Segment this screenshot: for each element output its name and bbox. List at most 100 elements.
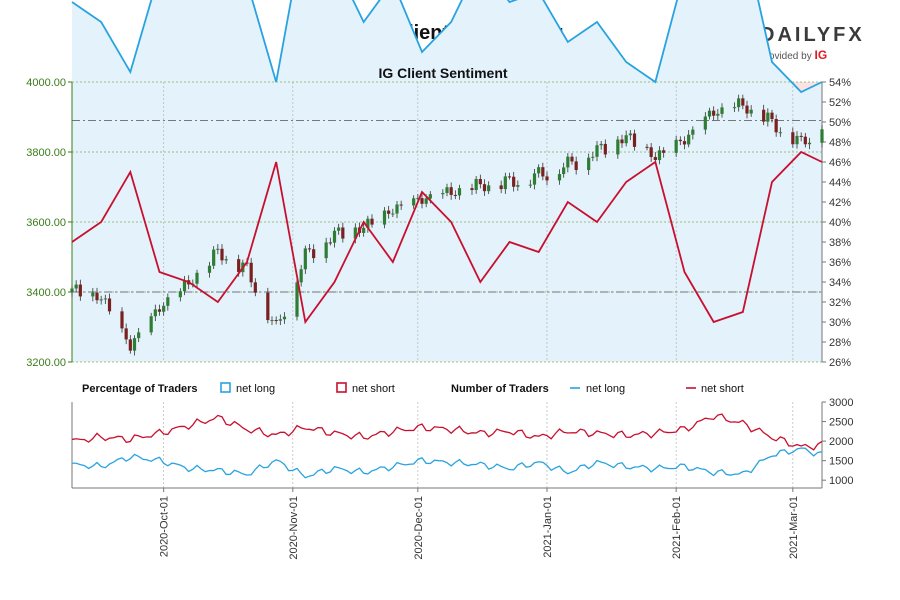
left-tick-label: 3600.00 [26,217,66,229]
candle-body [303,248,307,270]
candle-body [295,282,299,317]
date-axis: 2020-Oct-01 2020-Nov-01 2020-Dec-01 2021-Ja… [159,488,800,560]
net-short-count-line [71,413,823,451]
legend-short-swatch [336,382,347,393]
candle-body [220,248,224,261]
net-short-pct-line [71,150,823,325]
candle-body [266,292,270,321]
candle-body [678,139,682,142]
candle-body [307,248,312,250]
candle-body [532,173,537,185]
left-tick-label: 4000.00 [26,77,66,89]
candle-body [95,292,99,301]
candle-body [557,174,562,181]
candle-body [457,188,462,196]
candle-body [537,167,541,174]
candle-body [499,185,503,190]
candle-body [312,249,316,259]
right-tick-label: 52% [829,97,851,109]
candle-body [628,133,632,136]
candle-body [691,129,695,135]
candle-body [162,305,166,312]
candle-body [541,167,545,177]
candle-body [124,328,128,340]
candle-body [620,139,624,144]
candle-body [562,167,566,175]
candle-body [478,178,482,185]
legend-num-title: Number of Traders [451,383,549,395]
candle-body [749,109,753,114]
candle-body [453,194,457,196]
candle-body [632,133,637,147]
right-tick-label: 50% [829,117,851,129]
candle-body [474,178,478,190]
candle-body [224,259,228,261]
right-tick-label: 32% [829,297,851,309]
candle-body [716,113,720,116]
candle-body [528,184,532,186]
logo-wordmark: DAILYFX [760,24,865,46]
candle-body [653,157,657,161]
candle-body [324,242,328,259]
candle-body [791,132,795,145]
candle-body [624,135,628,144]
long-zone-area [72,0,822,362]
candle-body [591,156,595,158]
candle-body [157,309,162,312]
candle-body [91,292,95,297]
candle-body [587,157,591,171]
legend-pct-short-label: net short [352,383,395,395]
candle-body [820,129,824,143]
candle-body [274,320,278,322]
candle-body [807,142,812,145]
candle-body [741,98,745,106]
right-tick-label: 42% [829,197,851,209]
candle-body [299,269,303,283]
candle-body [674,139,678,153]
candle-body [153,309,157,317]
left-tick-label: 3200.00 [26,357,66,369]
legend-num-long-label: net long [586,383,625,395]
candle-body [566,156,570,168]
candle-body [128,339,132,351]
candle-body [545,176,549,181]
candle-body [732,107,737,109]
legend-long-swatch [220,382,231,393]
candle-body [645,146,649,148]
right-tick-label: 26% [829,357,851,369]
left-tick-label: 3400.00 [26,287,66,299]
candle-body [353,227,357,239]
candle-body [382,210,387,225]
candle-body [137,332,141,339]
candle-body [249,262,253,283]
candle-body [774,119,778,133]
candle-body [395,204,399,214]
candle-body [707,110,712,117]
candle-body [99,299,103,301]
legend-pct-long-label: net long [236,383,275,395]
right-tick-label: 54% [829,77,851,89]
candle-body [762,109,766,122]
candle-body [370,218,374,225]
candle-body [649,147,653,158]
date-tick-label: 2021-Feb-01 [671,496,683,559]
candle-body [712,110,716,116]
candle-body [428,194,432,199]
candle-body [662,150,666,153]
candle-body [616,139,620,155]
candle-body [362,227,366,233]
subtitle: IG Client Sentiment [378,65,507,81]
candle-body [149,316,153,333]
candle-body [720,107,724,114]
candle-body [703,116,707,130]
candle-body [120,311,124,329]
date-tick-label: 2020-Nov-01 [288,496,300,560]
candle-body [682,141,687,145]
candle-body [399,204,403,206]
date-tick-label: 2020-Dec-01 [413,496,425,560]
candle-body [166,297,170,306]
candle-body [487,185,491,192]
candle-body [366,218,370,228]
right-tick-label: 48% [829,137,851,149]
